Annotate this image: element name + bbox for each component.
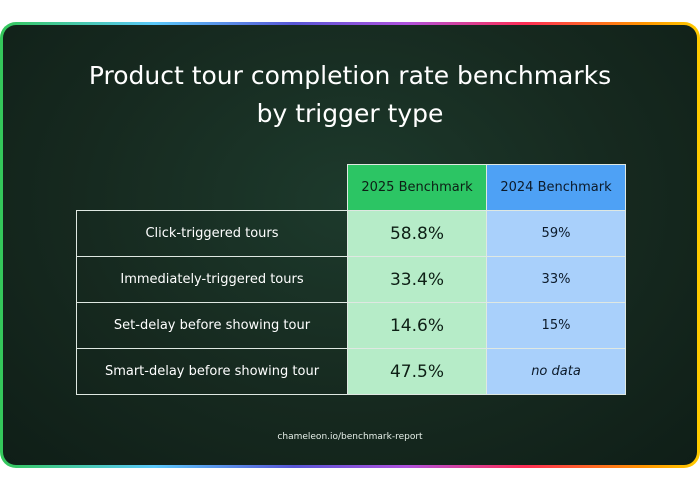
title-line-1: Product tour completion rate benchmarks — [88, 61, 612, 90]
card-body: Product tour completion rate benchmarks … — [3, 25, 697, 465]
table-row: Smart-delay before showing tour 47.5% no… — [76, 348, 626, 395]
value-2024: 33% — [486, 256, 626, 303]
table-row: Set-delay before showing tour 14.6% 15% — [76, 302, 626, 349]
benchmark-card: Product tour completion rate benchmarks … — [0, 22, 700, 468]
column-header-2024: 2024 Benchmark — [486, 164, 626, 211]
value-2025: 33.4% — [347, 256, 487, 303]
value-2025: 47.5% — [347, 348, 487, 395]
row-label: Click-triggered tours — [76, 210, 348, 257]
row-label: Immediately-triggered tours — [76, 256, 348, 303]
value-2024: no data — [486, 348, 626, 395]
benchmark-table: 2025 Benchmark 2024 Benchmark Click-trig… — [76, 164, 626, 395]
footer-source-link[interactable]: chameleon.io/benchmark-report — [277, 432, 423, 442]
column-header-2025: 2025 Benchmark — [347, 164, 487, 211]
value-2025: 14.6% — [347, 302, 487, 349]
table-row: Immediately-triggered tours 33.4% 33% — [76, 256, 626, 303]
row-label: Smart-delay before showing tour — [76, 348, 348, 395]
title-line-2: by trigger type — [256, 99, 444, 128]
table-header-row: 2025 Benchmark 2024 Benchmark — [77, 164, 626, 211]
row-label: Set-delay before showing tour — [76, 302, 348, 349]
table-corner — [77, 165, 348, 211]
value-2024: 15% — [486, 302, 626, 349]
value-2025: 58.8% — [347, 210, 487, 257]
page-title: Product tour completion rate benchmarks … — [3, 57, 697, 133]
value-2024: 59% — [486, 210, 626, 257]
table-row: Click-triggered tours 58.8% 59% — [76, 210, 626, 257]
